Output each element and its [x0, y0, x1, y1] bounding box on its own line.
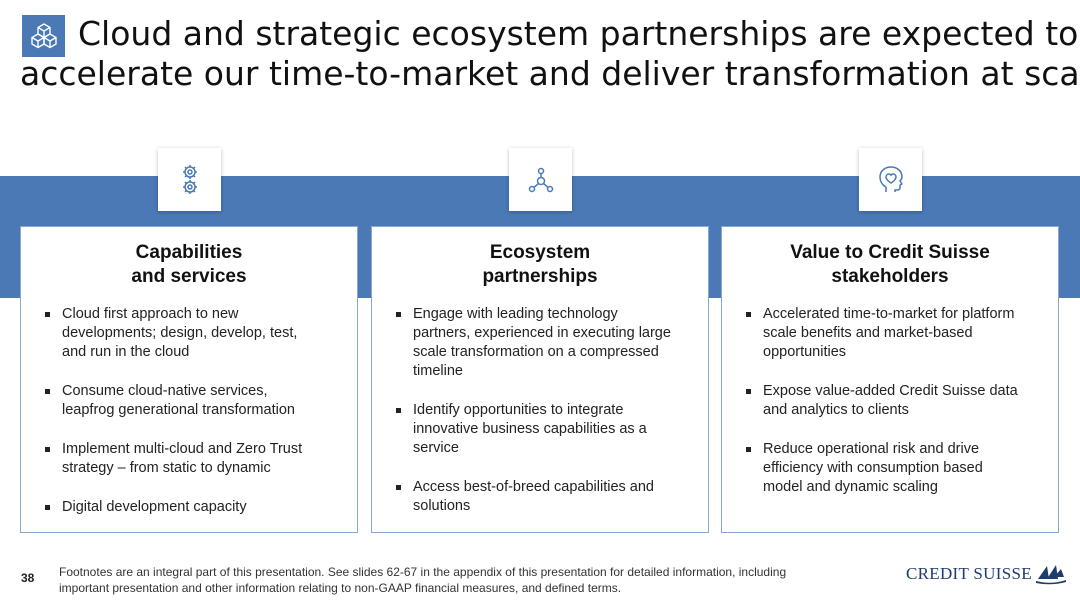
bullet-list: Engage with leading technology partners,… [372, 305, 708, 516]
card-capabilities: Capabilities and services Cloud first ap… [20, 226, 358, 533]
card-heading: Ecosystem partnerships [482, 242, 598, 287]
list-item: Consume cloud-native services, leapfrog … [41, 382, 345, 420]
list-item: Implement multi-cloud and Zero Trust str… [41, 440, 345, 478]
list-item: Expose value-added Credit Suisse data an… [742, 382, 1046, 420]
list-item: Digital development capacity [41, 498, 345, 517]
bullet-list: Cloud first approach to new developments… [21, 305, 357, 517]
credit-suisse-logo: CREDIT SUISSE [906, 563, 1066, 585]
list-item: Reduce operational risk and drive effici… [742, 440, 1046, 497]
list-item: Access best-of-breed capabilities and so… [392, 478, 696, 516]
title-line-1: Cloud and strategic ecosystem partnershi… [78, 14, 1079, 53]
list-item: Accelerated time-to-market for platform … [742, 305, 1046, 362]
card-heading: Value to Credit Suisse stakeholders [790, 242, 990, 287]
logo-text: CREDIT SUISSE [906, 564, 1032, 583]
card-value: Value to Credit Suisse stakeholders Acce… [721, 226, 1059, 533]
gears-icon [158, 148, 221, 211]
card-ecosystem: Ecosystem partnerships Engage with leadi… [371, 226, 709, 533]
head-heart-icon [859, 148, 922, 211]
bullet-list: Accelerated time-to-market for platform … [722, 305, 1058, 497]
network-nodes-icon [509, 148, 572, 211]
title-line-2: accelerate our time-to-market and delive… [20, 54, 1080, 93]
cubes-icon [22, 15, 65, 57]
list-item: Cloud first approach to new developments… [41, 305, 345, 362]
page-number: 38 [21, 571, 35, 585]
list-item: Identify opportunities to integrate inno… [392, 401, 696, 458]
sails-icon [1035, 565, 1066, 585]
page-title: Cloud and strategic ecosystem partnershi… [20, 14, 1080, 94]
list-item: Engage with leading technology partners,… [392, 305, 696, 381]
footnote: Footnotes are an integral part of this p… [59, 565, 787, 595]
card-heading: Capabilities and services [131, 242, 247, 287]
